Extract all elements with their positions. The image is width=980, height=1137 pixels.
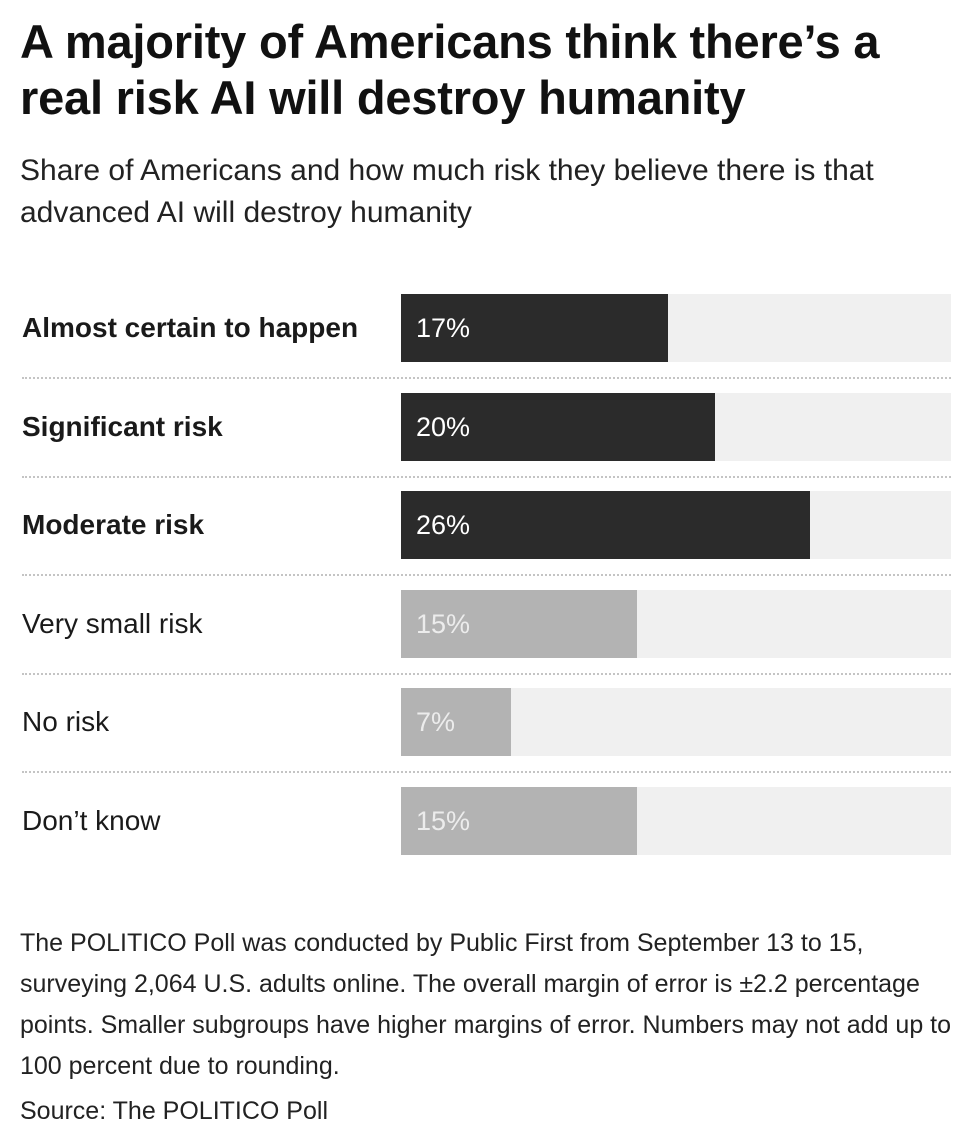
- bar-track: 20%: [401, 393, 951, 461]
- category-label: Don’t know: [22, 805, 161, 836]
- category-label: Almost certain to happen: [22, 312, 359, 343]
- bar-track: 15%: [401, 787, 951, 855]
- category-label: Very small risk: [22, 608, 203, 639]
- category-label: Moderate risk: [22, 509, 205, 540]
- category-label: Significant risk: [22, 411, 223, 442]
- bar: 20%: [401, 393, 715, 461]
- bar-track: 7%: [401, 688, 951, 756]
- bar-value-label: 7%: [416, 706, 456, 737]
- bar-track: 17%: [401, 294, 951, 362]
- row-divider: [22, 476, 951, 478]
- bar-value-label: 17%: [416, 312, 471, 343]
- bar: 7%: [401, 688, 511, 756]
- bar: 17%: [401, 294, 668, 362]
- source-note: Source: The POLITICO Poll: [20, 1097, 328, 1125]
- bar: 15%: [401, 787, 637, 855]
- category-label: No risk: [22, 706, 110, 737]
- bar-value-label: 15%: [416, 608, 471, 639]
- bar-value-label: 26%: [416, 509, 471, 540]
- bar-track: 15%: [401, 590, 951, 658]
- row-divider: [22, 673, 951, 675]
- methodology-note: The POLITICO Poll was conducted by Publi…: [20, 929, 952, 1080]
- bar-track: 26%: [401, 491, 951, 559]
- row-divider: [22, 377, 951, 379]
- bar-value-label: 20%: [416, 411, 471, 442]
- chart-title: A majority of Americans think there’s a …: [20, 15, 880, 124]
- row-divider: [22, 574, 951, 576]
- bar: 15%: [401, 590, 637, 658]
- row-divider: [22, 771, 951, 773]
- chart-subtitle: Share of Americans and how much risk the…: [20, 154, 874, 229]
- bar: 26%: [401, 491, 810, 559]
- bar-value-label: 15%: [416, 805, 471, 836]
